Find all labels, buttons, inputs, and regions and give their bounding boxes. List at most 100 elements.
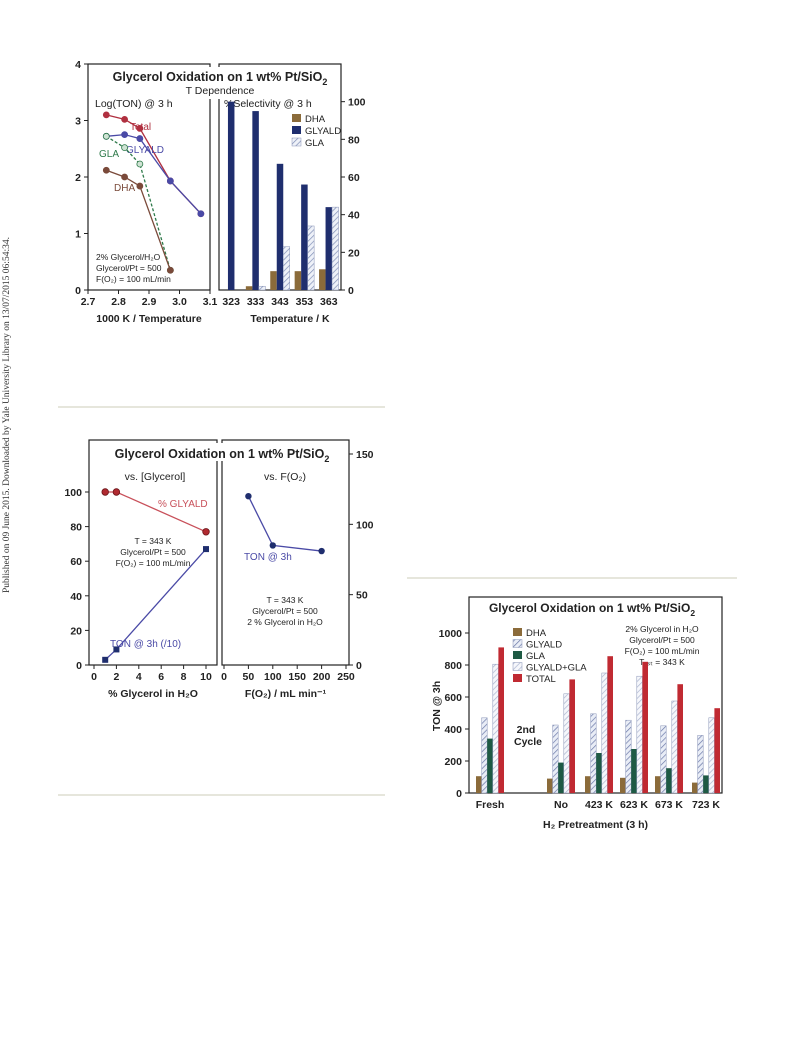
fig1-right-ytick-label: 20 <box>348 247 360 259</box>
fig2-right-ton-line <box>247 495 322 552</box>
fig3-xtick-label: 423 K <box>585 799 613 811</box>
fig2-right-xtick-label: 100 <box>264 671 282 683</box>
fig3-legend-swatch-glyald <box>512 639 523 648</box>
fig1-bar-gla <box>307 225 315 291</box>
fig1-series-total-point <box>136 125 144 132</box>
fig2-right-header: vs. F(O₂) <box>264 471 306 483</box>
fig1-series-gla-label: GLA <box>99 149 119 160</box>
fig1-bar-dha <box>270 271 277 290</box>
fig1-left-xtick-label: 3.0 <box>172 296 187 308</box>
fig3-xtick-label: 623 K <box>620 799 648 811</box>
fig3-bar-dha <box>547 778 553 793</box>
fig1-bar-dha <box>245 286 253 290</box>
fig2-left-ytick-label: 80 <box>70 522 82 534</box>
fig3-bar-gla <box>558 762 564 793</box>
fig1-series-dha-point <box>102 166 110 174</box>
fig3-bar-gla <box>487 738 493 793</box>
fig3-ytick-label: 200 <box>444 756 462 768</box>
fig2-right-ytick-label: 100 <box>356 519 374 531</box>
fig2-left-series-label: TON @ 3h (/10) <box>110 639 181 650</box>
fig1-series-dha-label: DHA <box>114 183 135 194</box>
fig2-title: Glycerol Oxidation on 1 wt% Pt/SiO2 <box>115 447 330 464</box>
fig3-legend-label-glyald-gla: GLYALD+GLA <box>526 663 587 674</box>
fig1-left-ytick-label: 1 <box>75 229 81 241</box>
fig2-left-condition-2: Glycerol/Pt = 500 <box>120 547 186 557</box>
fig2-left-frame <box>88 439 218 666</box>
fig3-legend-label-gla: GLA <box>526 651 546 662</box>
fig3-bar-dha <box>620 777 626 793</box>
fig3-bar-glyald <box>552 724 559 794</box>
fig2-left-conditions: T = 343 K Glycerol/Pt = 500 F(O₂) = 100 … <box>116 536 191 568</box>
fig2-right-xaxis-label: F(O₂) / mL min⁻¹ <box>245 688 327 700</box>
fig1-right-ytick-label: 80 <box>348 134 360 146</box>
fig3-annotation-line-1: 2nd <box>517 724 536 736</box>
fig3-bar-glyald-gla <box>601 672 608 794</box>
fig1-series-dha-point <box>121 173 128 181</box>
fig2-left-series-line <box>105 491 207 533</box>
fig3-legend-label-total: TOTAL <box>526 674 556 685</box>
fig3-bar-glyald <box>625 719 632 794</box>
fig2-left-ton-point <box>203 546 209 553</box>
fig1-left-xtick-label: 3.1 <box>203 296 218 308</box>
fig1-bar-dha <box>294 271 302 290</box>
fig3-bar-glyald-gla <box>708 717 715 794</box>
fig2-left-xtick-label: 0 <box>91 671 97 683</box>
fig2-right-condition-3: 2 % Glycerol in H₂O <box>247 617 323 627</box>
fig2-left-condition-1: T = 343 K <box>135 536 172 546</box>
fig1-condition-1: 2% Glycerol/H₂O <box>96 252 161 262</box>
fig3-xtick-label: Fresh <box>476 799 505 811</box>
fig2-right-xtick-label: 0 <box>221 671 227 683</box>
fig1-series-dha-point <box>136 182 144 190</box>
fig3-bar-glyald <box>481 717 488 794</box>
download-stamp: Published on 09 June 2015. Downloaded by… <box>2 237 12 593</box>
fig1-legend-label-dha: DHA <box>305 114 326 125</box>
fig1-left-ytick-label: 3 <box>75 116 81 128</box>
fig2-right-ton-point <box>245 493 252 500</box>
figure-h2-pretreatment: Glycerol Oxidation on 1 wt% Pt/SiO2 2% G… <box>431 596 723 831</box>
fig1-series-gla-point <box>136 160 144 168</box>
fig2-right-xtick-label: 50 <box>243 671 255 683</box>
fig3-bar-glyald-gla <box>563 693 570 794</box>
fig1-series-dha-point <box>166 266 174 274</box>
fig2-right-xtick-label: 150 <box>288 671 306 683</box>
fig2-left-ton-point <box>113 646 120 653</box>
fig3-legend-swatch-gla <box>513 651 522 659</box>
fig2-left-ton-point <box>102 656 109 663</box>
fig2-right-condition-1: T = 343 K <box>267 595 304 605</box>
fig2-left-glyald-point <box>101 488 109 496</box>
fig2-right-xtick-label: 250 <box>337 671 355 683</box>
fig2-left-condition-3: F(O₂) = 100 mL/min <box>116 558 191 568</box>
fig2-left-xtick-label: 10 <box>200 671 212 683</box>
fig3-plot: 0 200 400 600 800 1000 TON @ 3h Fresh No 423 K 623… <box>431 628 720 831</box>
fig1-left-xaxis-label: 1000 K / Temperature <box>96 313 202 325</box>
fig1-right-plot: 0 20 40 60 80 100 323 333 343 353 363 Temperature /… <box>222 97 365 325</box>
fig2-right-ton-label: TON @ 3h <box>244 552 292 563</box>
fig3-bar-gla <box>703 775 709 793</box>
fig1-right-ytick-label: 40 <box>348 210 360 222</box>
fig3-bar-total <box>569 679 575 793</box>
fig2-right-ytick-label: 150 <box>356 449 374 461</box>
fig1-right-ytick-label: 60 <box>348 172 360 184</box>
fig2-right-ytick-label: 0 <box>356 660 362 672</box>
fig3-bar-total <box>607 656 613 793</box>
fig1-legend-label-glyald: GLYALD <box>305 126 341 137</box>
fig2-left-ytick-label: 20 <box>70 625 82 637</box>
fig1-right-xtick-label: 333 <box>247 296 265 308</box>
fig3-bar-total <box>677 684 683 793</box>
fig1-bar-dha <box>319 269 326 290</box>
fig3-condition-3: F(O₂) = 100 mL/min <box>625 646 700 656</box>
fig1-left-ytick-label: 0 <box>75 285 81 297</box>
fig3-bar-glyald <box>697 735 704 794</box>
fig1-left-header: Log(TON) @ 3 h <box>95 98 173 110</box>
fig2-left-glyald-point <box>202 528 210 536</box>
fig1-series-glyald-label: GLYALD <box>126 145 164 156</box>
fig3-bar-dha <box>585 776 591 793</box>
fig2-left-xtick-label: 8 <box>181 671 187 683</box>
fig3-yaxis-label: TON @ 3h <box>431 681 443 731</box>
fig3-bar-dha <box>476 776 482 793</box>
fig2-left-xtick-label: 6 <box>158 671 164 683</box>
fig1-bar-gla <box>283 246 290 291</box>
fig2-right-ton-point <box>318 547 325 555</box>
fig1-right-header: %Selectivity @ 3 h <box>224 98 312 110</box>
